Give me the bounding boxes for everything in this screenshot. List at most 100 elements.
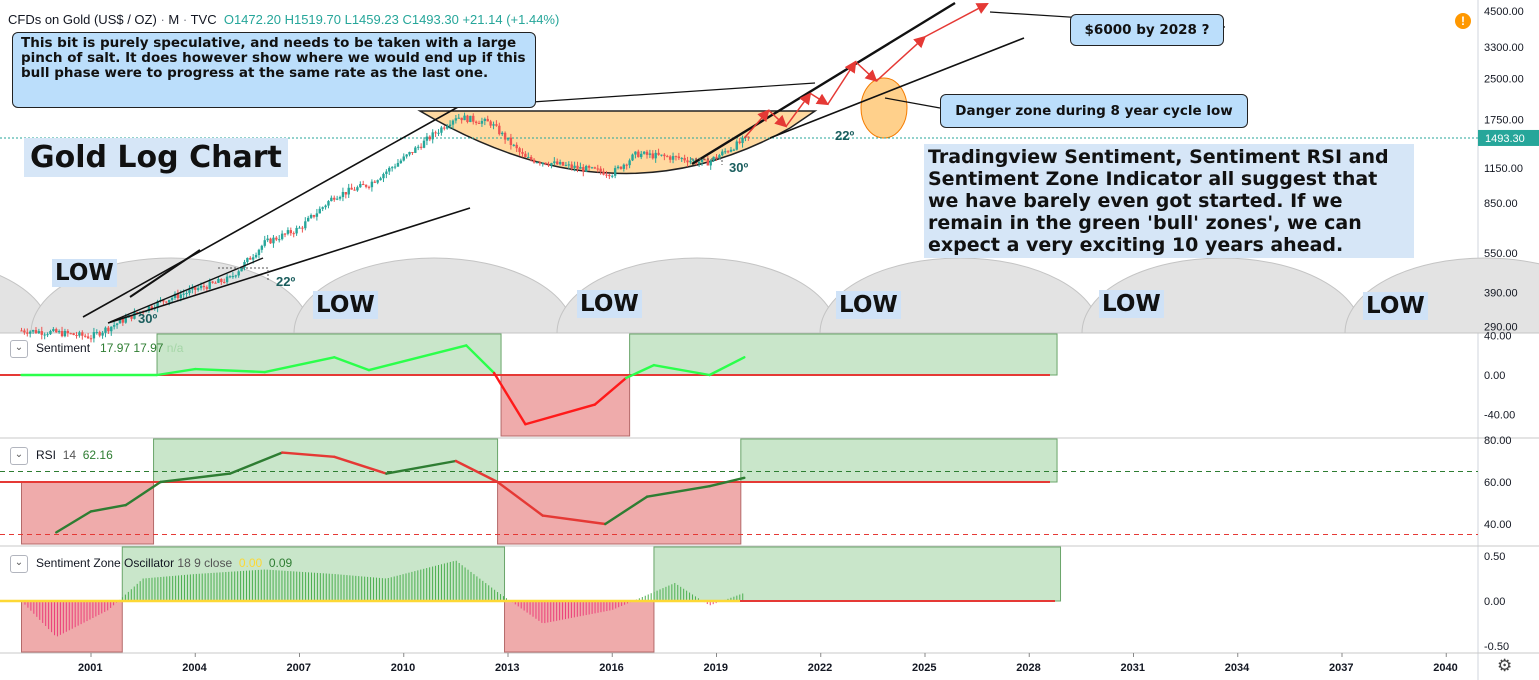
legend-value: 18 — [177, 556, 191, 571]
candle-body — [631, 154, 634, 161]
gear-icon[interactable]: ⚙ — [1497, 656, 1513, 675]
candle-body — [544, 162, 547, 165]
time-tick-label: 2028 — [1016, 662, 1040, 674]
candle-body — [434, 132, 437, 134]
candle-body — [315, 213, 319, 217]
cycle-low-label: LOW — [1099, 290, 1164, 318]
candle-body — [651, 153, 654, 159]
time-tick-label: 2013 — [495, 662, 519, 674]
chevron-down-icon[interactable]: ⌄ — [10, 447, 28, 465]
trend-line — [107, 207, 471, 324]
price-tick-label: 3300.00 — [1484, 42, 1524, 54]
candle-body — [622, 164, 626, 169]
candle-body — [257, 249, 261, 256]
candle-body — [251, 257, 255, 260]
symbol-name[interactable]: CFDs on Gold (US$ / OZ) — [8, 12, 157, 27]
candle-body — [309, 215, 313, 218]
candle-body — [726, 151, 730, 153]
candle-body — [318, 208, 321, 214]
candle-body — [110, 326, 113, 332]
rsi-line — [604, 495, 649, 526]
candle-body — [217, 279, 220, 283]
ohlc-low: L1459.23 — [344, 12, 399, 27]
price-tick-label: 390.00 — [1484, 287, 1518, 299]
candle-body — [234, 275, 237, 277]
legend-value: close — [204, 556, 233, 571]
price-badge — [1478, 129, 1539, 146]
candle-body — [619, 166, 623, 169]
candle-body — [26, 332, 29, 334]
price-tick-label: 550.00 — [1484, 248, 1518, 260]
symbol-legend[interactable]: CFDs on Gold (US$ / OZ) · M · TVC O1472.… — [8, 12, 559, 27]
candle-body — [703, 159, 707, 161]
projection-arrow — [785, 92, 812, 127]
indicator-tick-label: 0.00 — [1484, 370, 1505, 382]
candle-body — [333, 197, 336, 200]
candle-body — [136, 312, 139, 314]
separator: · — [182, 12, 188, 27]
candle-body — [223, 281, 226, 283]
price-tick-label: 850.00 — [1484, 198, 1518, 210]
cycle-low-label: LOW — [1363, 292, 1428, 320]
candle-body — [518, 148, 521, 153]
candle-body — [249, 257, 252, 260]
candle-body — [240, 267, 243, 272]
trend-line — [82, 106, 459, 318]
candle-body — [527, 156, 530, 158]
candle-body — [602, 171, 605, 175]
candle-body — [373, 181, 376, 183]
cycle-low-label: LOW — [313, 291, 378, 319]
legend-value: 0.00 — [238, 556, 263, 571]
sentiment-note: Tradingview Sentiment, Sentiment RSI and… — [924, 144, 1414, 258]
alert-icon[interactable]: ! — [1455, 13, 1471, 29]
candle-body — [237, 271, 240, 276]
candle-body — [382, 173, 385, 179]
candle-body — [425, 136, 429, 141]
legend-value: 0.09 — [268, 556, 293, 571]
candle-body — [330, 197, 333, 202]
candle-body — [78, 332, 81, 336]
candle-body — [466, 115, 469, 123]
angle-label: 30º — [138, 311, 158, 326]
candle-body — [718, 155, 721, 159]
candle-body — [283, 233, 287, 235]
candle-body — [469, 115, 472, 123]
candle-body — [388, 167, 391, 172]
candle-body — [700, 159, 704, 162]
candle-body — [443, 127, 446, 129]
candle-body — [506, 137, 510, 140]
candle-body — [280, 233, 284, 240]
candle-body — [584, 165, 588, 172]
candle-body — [463, 115, 466, 121]
candle-body — [399, 160, 403, 163]
rsi-line — [541, 514, 607, 526]
chevron-down-icon[interactable]: ⌄ — [10, 340, 28, 358]
candle-body — [165, 301, 168, 303]
candle-body — [689, 160, 692, 163]
candle-body — [359, 184, 362, 188]
candle-body — [112, 325, 116, 327]
candle-body — [92, 332, 96, 339]
candle-body — [150, 306, 154, 309]
candle-body — [52, 329, 55, 332]
indicator-tick-label: 60.00 — [1484, 477, 1512, 489]
candle-body — [121, 319, 125, 323]
data-source: TVC — [190, 12, 217, 27]
candle-body — [524, 153, 527, 158]
interval[interactable]: M — [168, 12, 180, 27]
rsi-line — [159, 472, 232, 484]
candle-body — [477, 122, 481, 124]
candle-body — [306, 217, 310, 222]
price-tick-label: 4500.00 — [1484, 6, 1524, 18]
chevron-down-icon[interactable]: ⌄ — [10, 555, 28, 573]
candle-body — [605, 174, 608, 176]
rsi-legend[interactable]: ⌄ RSI 14 62.16 — [10, 447, 113, 465]
candle-body — [457, 117, 460, 119]
sentiment-line — [652, 363, 711, 377]
szo-legend[interactable]: ⌄ Sentiment Zone Oscillator 18 9 close 0.… — [10, 555, 292, 573]
legend-value: 14 — [62, 448, 77, 463]
candle-body — [133, 312, 136, 319]
sentiment-legend[interactable]: ⌄ Sentiment 17.97 17.97 n/a — [10, 340, 183, 358]
candle-body — [31, 330, 35, 332]
rsi-line — [708, 476, 746, 488]
